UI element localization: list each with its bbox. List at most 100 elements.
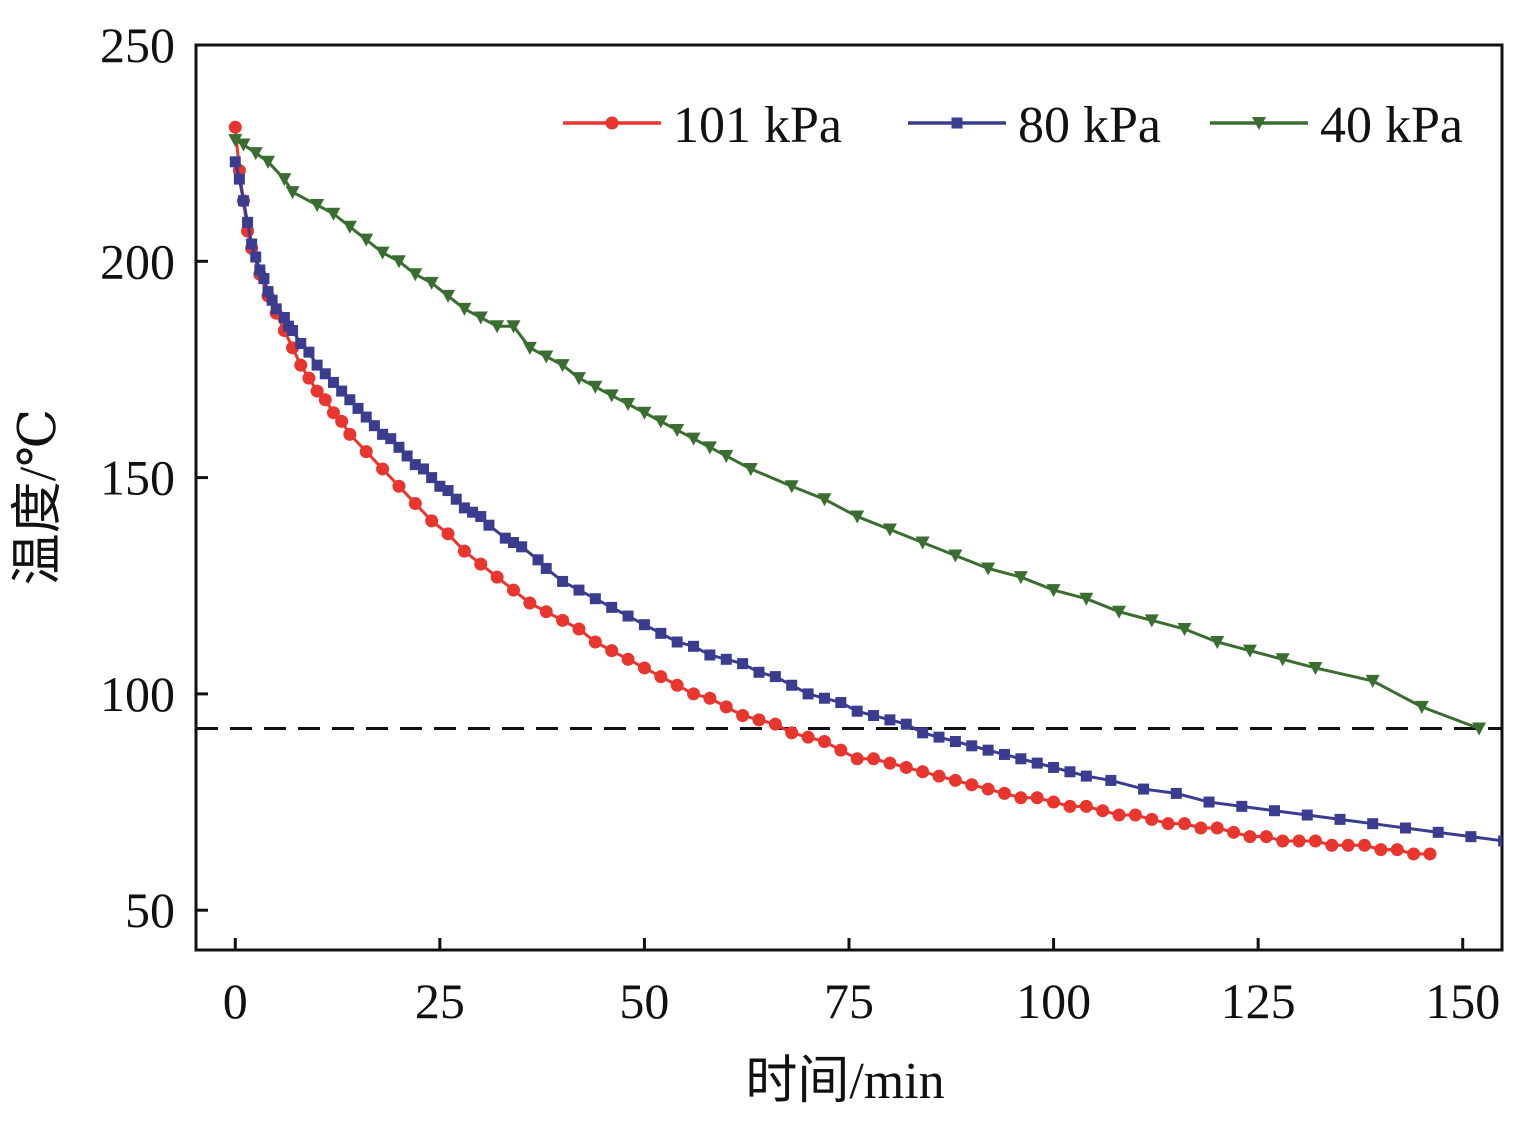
series-line: [234, 138, 1480, 730]
data-point: [401, 450, 413, 462]
legend-label: 80 kPa: [1018, 97, 1161, 154]
data-point: [377, 428, 389, 440]
data-point: [784, 480, 799, 494]
data-point: [589, 593, 601, 605]
data-point: [573, 584, 585, 596]
data-point: [318, 393, 332, 407]
data-point: [359, 445, 373, 459]
data-point: [248, 147, 263, 161]
data-point: [850, 510, 865, 524]
data-point: [867, 752, 881, 766]
data-point: [237, 195, 249, 207]
data-point: [233, 173, 245, 185]
data-point: [557, 575, 569, 587]
legend-label: 101 kPa: [673, 97, 842, 154]
data-point: [425, 514, 439, 528]
data-point: [637, 406, 652, 420]
series-line: [233, 161, 1502, 843]
data-point: [1079, 799, 1093, 813]
data-point: [1465, 831, 1477, 843]
data-point: [1112, 605, 1127, 619]
data-point: [336, 385, 348, 397]
data-point: [522, 341, 537, 355]
data-point: [473, 311, 488, 325]
data-point: [441, 527, 455, 541]
data-point: [1030, 791, 1044, 805]
data-point: [1194, 821, 1208, 835]
data-point: [817, 493, 832, 507]
x-tick-label: 0: [223, 973, 248, 1029]
data-point: [287, 325, 299, 337]
data-point: [310, 384, 324, 398]
data-point: [621, 652, 635, 666]
data-point: [1064, 766, 1076, 778]
data-point: [883, 756, 897, 770]
data-point: [768, 717, 782, 731]
legend-item: 40 kPa: [1210, 97, 1463, 154]
x-axis-label: 时间/min: [745, 1053, 944, 1110]
data-point: [1046, 584, 1061, 598]
data-point: [246, 238, 258, 250]
data-point: [278, 312, 290, 324]
data-point: [916, 765, 930, 779]
data-point: [490, 570, 504, 584]
data-point: [302, 371, 316, 385]
data-point: [621, 398, 636, 412]
data-point: [997, 786, 1011, 800]
data-point: [655, 627, 667, 639]
data-point: [441, 289, 456, 303]
data-point: [1161, 817, 1175, 831]
data-point: [266, 294, 278, 306]
data-point: [327, 376, 339, 388]
data-point: [720, 653, 732, 665]
data-point: [1276, 834, 1290, 848]
y-axis-label: 温度/℃: [10, 409, 67, 586]
data-point: [654, 670, 668, 684]
legend-marker: [1252, 117, 1266, 130]
legend-marker: [951, 117, 963, 129]
data-point: [1399, 822, 1411, 834]
data-point: [1227, 825, 1241, 839]
data-point: [516, 541, 528, 553]
data-point: [258, 273, 270, 285]
data-point: [236, 138, 251, 152]
data-point: [1170, 787, 1182, 799]
data-point: [506, 583, 520, 597]
data-point: [982, 744, 994, 756]
x-tick-label: 125: [1221, 973, 1296, 1029]
data-point: [457, 544, 471, 558]
data-point: [704, 649, 716, 661]
data-point: [352, 402, 364, 414]
series-80-kpa: [229, 156, 1502, 847]
data-point: [752, 713, 766, 727]
data-point: [1210, 821, 1224, 835]
x-tick-label: 50: [619, 973, 669, 1029]
y-tick-label: 150: [100, 450, 175, 506]
legend: 101 kPa 80 kPa 40 kPa: [563, 97, 1463, 154]
data-point: [1269, 805, 1281, 817]
data-point: [1423, 847, 1437, 861]
data-point: [743, 462, 758, 476]
data-point: [254, 264, 266, 276]
data-point: [1096, 804, 1110, 818]
legend-marker: [605, 116, 619, 130]
data-point: [539, 350, 554, 364]
data-point: [637, 661, 651, 675]
data-point: [424, 276, 439, 290]
data-point: [1365, 674, 1380, 688]
data-point: [1358, 838, 1372, 852]
data-point: [899, 760, 913, 774]
data-point: [1178, 817, 1192, 831]
data-point: [605, 644, 619, 658]
data-point: [228, 134, 243, 148]
data-point: [490, 320, 505, 334]
data-point: [442, 485, 454, 497]
data-point: [1341, 838, 1355, 852]
data-point: [786, 679, 798, 691]
data-point: [229, 156, 241, 168]
data-point: [393, 441, 405, 453]
data-point: [295, 337, 307, 349]
data-point: [1301, 809, 1313, 821]
data-point: [719, 449, 734, 463]
data-point: [1334, 813, 1346, 825]
